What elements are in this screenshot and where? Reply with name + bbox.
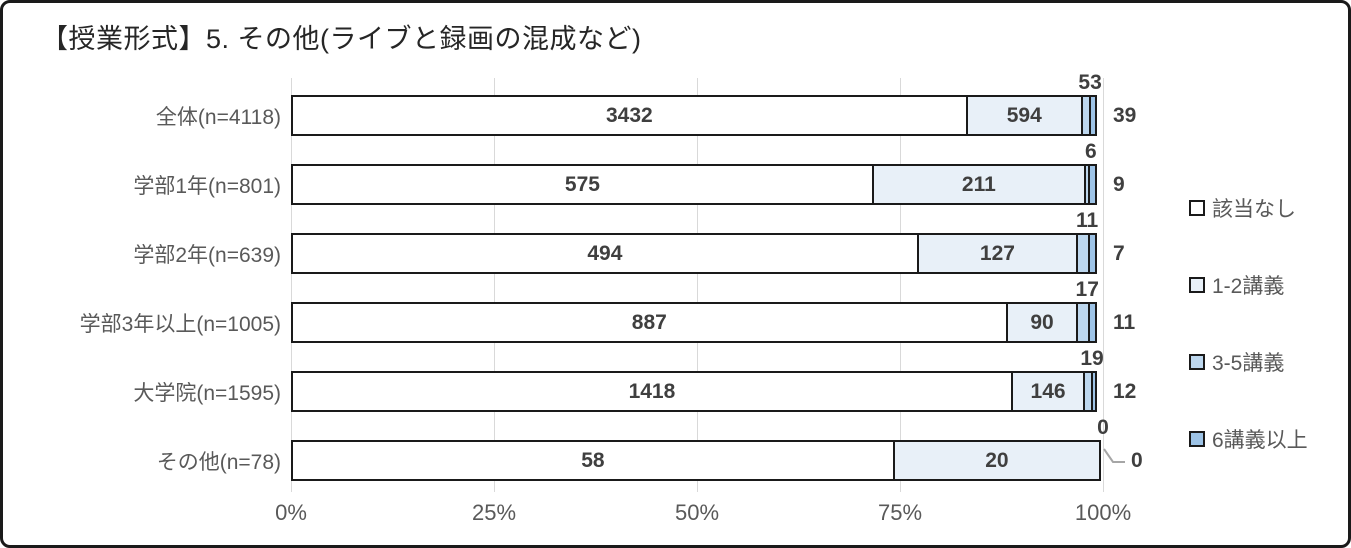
segment-value-label: 211 [961, 172, 996, 196]
category-label: 学部3年以上(n=1005) [79, 312, 281, 336]
bar-row: 全体(n=4118) 3432 594 53 39 [156, 72, 1136, 147]
segment-value-label: 20 [985, 448, 1009, 472]
legend-label: 1-2講義 [1212, 275, 1285, 298]
gridline [697, 78, 698, 492]
bar-segment: 3432 [291, 95, 968, 136]
bar-segment: 211 [871, 164, 1086, 205]
stacked-bar: 887 90 [291, 302, 1103, 343]
legend-item: 該当なし [1189, 193, 1308, 223]
legend-item: 6講義以上 [1189, 424, 1308, 454]
stacked-bar: 1418 146 [291, 371, 1103, 412]
stacked-bar: 58 20 [291, 440, 1103, 481]
bar-row: 学部2年(n=639) 494 127 11 7 [133, 210, 1125, 285]
segment-value-label-above: 0 [1097, 416, 1109, 439]
bar-row: 学部3年以上(n=1005) 887 90 17 11 [80, 279, 1135, 354]
gridline [291, 78, 292, 492]
category-label: その他(n=78) [156, 450, 281, 474]
x-axis-tick-label: 0% [275, 500, 307, 525]
segment-value-label: 90 [1030, 310, 1054, 334]
segment-value-label: 127 [979, 241, 1015, 265]
segment-value-label-right: 7 [1113, 241, 1125, 265]
legend-item: 1-2講義 [1189, 270, 1308, 300]
segment-value-label: 575 [564, 172, 600, 196]
segment-value-label: 1418 [628, 379, 676, 403]
x-axis-tick-label: 50% [674, 500, 720, 525]
segment-value-label: 887 [631, 310, 667, 334]
segment-value-label-right: 12 [1113, 379, 1137, 403]
segment-value-label-right: 0 [1131, 448, 1143, 472]
gridline [494, 78, 495, 492]
category-label: 大学院(n=1595) [133, 381, 281, 405]
segment-value-label-right: 39 [1113, 103, 1137, 127]
legend-swatch-icon [1189, 354, 1205, 370]
bar-row: 学部1年(n=801) 575 211 6 9 [133, 141, 1125, 216]
legend-swatch-icon [1189, 431, 1205, 447]
bar-segment [1088, 233, 1097, 274]
chart-title: 【授業形式】5. その他(ライブと録画の混成など) [41, 24, 642, 54]
bar-row: 大学院(n=1595) 1418 146 19 12 [133, 348, 1136, 423]
stacked-bar: 3432 594 [291, 95, 1103, 136]
bar-segment: 494 [291, 233, 919, 274]
bar-segment: 887 [291, 302, 1008, 343]
legend: 該当なし 1-2講義 3-5講義 6講義以上 [1189, 193, 1308, 454]
bar-segment: 1418 [291, 371, 1013, 412]
segment-value-label-right: 9 [1113, 172, 1125, 196]
legend-swatch-icon [1189, 277, 1205, 293]
x-axis-tick-label: 100% [1074, 500, 1132, 525]
leader-line [1103, 448, 1125, 463]
category-label: 学部2年(n=639) [133, 243, 281, 267]
bar-segment: 575 [291, 164, 874, 205]
stacked-bar: 494 127 [291, 233, 1103, 274]
segment-value-label-above: 17 [1075, 278, 1099, 301]
gridline [900, 78, 901, 492]
x-axis-tick-label: 25% [471, 500, 517, 525]
legend-item: 3-5講義 [1189, 347, 1308, 377]
legend-label: 3-5講義 [1212, 352, 1285, 375]
gridline [1103, 78, 1104, 492]
legend-label: 該当なし [1212, 198, 1296, 221]
legend-label: 6講義以上 [1212, 429, 1308, 452]
bar-segment: 58 [291, 440, 895, 481]
bar-segment: 594 [965, 95, 1083, 136]
bar-segment [1087, 164, 1097, 205]
segment-value-label-right: 11 [1113, 310, 1136, 334]
bar-row: その他(n=78) 58 20 0 0 [157, 417, 1143, 492]
segment-value-label-above: 53 [1078, 71, 1102, 94]
bar-segment [1089, 95, 1097, 136]
bar-segment: 90 [1005, 302, 1079, 343]
bar-segment: 146 [1010, 371, 1086, 412]
segment-value-label: 3432 [606, 103, 653, 127]
x-axis: 0% 25% 50% 75% 100% [275, 500, 1131, 530]
category-label: 学部1年(n=801) [133, 174, 281, 198]
segment-value-label-above: 11 [1076, 209, 1099, 232]
category-label: 全体(n=4118) [155, 105, 281, 129]
bar-segment [1090, 371, 1097, 412]
segment-value-label: 594 [1006, 103, 1042, 127]
plot-area: 全体(n=4118) 3432 594 53 39 学部1年(n=801) 575 211 6 9… [80, 72, 1143, 492]
bar-segment: 20 [892, 440, 1101, 481]
segment-value-label: 58 [581, 448, 605, 472]
segment-value-label-above: 6 [1084, 140, 1097, 163]
segment-value-label-above: 19 [1080, 347, 1104, 370]
x-axis-tick-label: 75% [877, 500, 923, 525]
segment-value-label: 146 [1030, 379, 1066, 403]
legend-swatch-icon [1189, 200, 1205, 216]
segment-value-label: 494 [587, 241, 623, 265]
bar-segment: 127 [916, 233, 1079, 274]
stacked-bar: 575 211 [291, 164, 1103, 205]
bar-segment [1088, 302, 1097, 343]
